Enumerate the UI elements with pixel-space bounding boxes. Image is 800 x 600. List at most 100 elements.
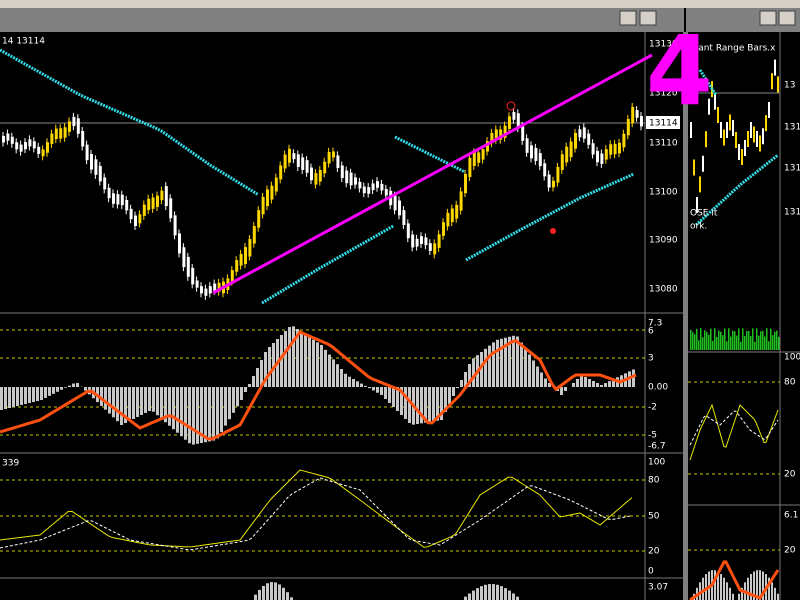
- candle: [534, 147, 538, 161]
- histogram-bar: [324, 349, 327, 387]
- candle: [354, 177, 357, 185]
- histogram-bar: [232, 387, 235, 413]
- candle: [741, 149, 743, 165]
- candle: [472, 152, 476, 166]
- histogram-bar: [492, 584, 495, 600]
- histogram-bar: [176, 387, 179, 433]
- price-label: 13110: [649, 139, 678, 149]
- histogram-bar: [282, 587, 285, 600]
- maximize-button[interactable]: [778, 10, 796, 26]
- histogram-bar: [220, 387, 223, 432]
- macd-label: -5: [648, 431, 657, 441]
- macd-label: 6: [648, 327, 654, 337]
- histogram-bar: [212, 387, 215, 441]
- moving-average: [0, 48, 259, 196]
- histogram-bar: [376, 387, 379, 393]
- histogram-bar: [116, 387, 119, 422]
- histogram-bar: [300, 331, 303, 387]
- histogram-bar: [168, 387, 171, 426]
- side-note: ork.: [690, 222, 707, 232]
- histogram-bar: [500, 338, 503, 387]
- volume-bar: [720, 331, 722, 350]
- histogram-bar: [705, 574, 707, 600]
- histogram-bar: [244, 387, 247, 392]
- histogram-bar: [400, 387, 403, 415]
- histogram-bar: [36, 387, 39, 401]
- histogram-bar: [204, 387, 207, 443]
- histogram-bar: [266, 583, 269, 600]
- minimize-button[interactable]: [619, 10, 637, 26]
- price-label: 13120: [649, 89, 678, 99]
- candle: [762, 128, 764, 145]
- candle: [191, 267, 195, 285]
- candle: [744, 140, 746, 156]
- candle: [142, 204, 146, 216]
- histogram-bar: [464, 596, 467, 600]
- candle: [37, 146, 41, 154]
- minimize-button[interactable]: [759, 10, 777, 26]
- histogram-bar: [328, 354, 331, 387]
- stoch-label: 50: [648, 512, 660, 522]
- volume-bar: [754, 341, 756, 350]
- candle: [288, 148, 291, 163]
- candle: [726, 122, 728, 138]
- candle: [349, 172, 353, 186]
- volume-bar: [726, 341, 728, 350]
- histogram-bar: [416, 387, 419, 424]
- candle: [257, 210, 261, 228]
- candle: [446, 212, 450, 227]
- histogram-bar: [144, 387, 147, 413]
- candle: [261, 196, 265, 215]
- histogram-bar: [100, 387, 103, 406]
- histogram-bar: [28, 387, 31, 403]
- histogram-bar: [108, 387, 111, 414]
- histogram-bar: [580, 375, 583, 387]
- histogram-bar: [268, 347, 271, 387]
- histogram-bar: [124, 387, 127, 423]
- candle: [129, 208, 133, 220]
- candle: [459, 191, 463, 211]
- histogram-bar: [729, 587, 731, 600]
- histogram-bar: [759, 570, 761, 600]
- stoch-label: 100: [648, 458, 665, 468]
- candle: [587, 133, 591, 145]
- candle: [2, 135, 5, 143]
- histogram-bar: [24, 387, 27, 404]
- stoch-label: 20: [648, 547, 660, 557]
- candle: [160, 190, 164, 201]
- volume-bar: [738, 328, 740, 350]
- candle: [450, 208, 454, 223]
- candle: [279, 165, 283, 180]
- histogram-bar: [40, 387, 43, 400]
- candle: [85, 144, 89, 161]
- histogram-bar: [496, 584, 499, 600]
- histogram-bar: [0, 387, 3, 410]
- histogram-bar: [588, 379, 591, 387]
- candle: [270, 185, 274, 200]
- histogram-bar: [771, 582, 773, 600]
- signal-line: [0, 330, 637, 441]
- maximize-button[interactable]: [639, 10, 657, 26]
- volume-bar: [712, 340, 714, 350]
- histogram-bar: [258, 589, 261, 600]
- histogram-bar: [699, 582, 701, 600]
- candle: [68, 121, 71, 132]
- histogram-bar: [4, 387, 7, 409]
- candle: [134, 215, 137, 226]
- candle: [147, 198, 151, 211]
- histogram-bar: [448, 387, 451, 404]
- candle: [494, 129, 498, 140]
- stoch-header: 339: [2, 459, 19, 469]
- candle: [631, 106, 635, 124]
- candle: [538, 153, 542, 167]
- volume-bar: [776, 330, 778, 350]
- histogram-bar: [16, 387, 19, 406]
- price-label: 13130: [649, 40, 678, 50]
- candle: [508, 116, 511, 129]
- histogram-bar: [252, 376, 255, 387]
- histogram-bar: [380, 387, 383, 395]
- histogram-bar: [320, 345, 323, 387]
- histogram-bar: [424, 387, 427, 423]
- volume-bar: [756, 328, 758, 350]
- price-label: 13100: [649, 188, 678, 198]
